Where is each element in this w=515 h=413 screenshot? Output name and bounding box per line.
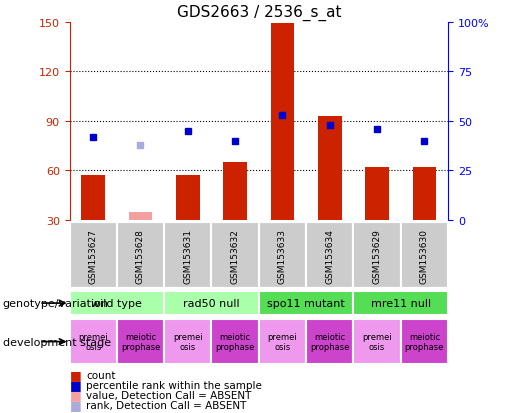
Bar (70, 291, 164, 316)
Bar (318, 117, 341, 221)
Bar (401, 319, 448, 365)
Text: meiotic
prophase: meiotic prophase (121, 332, 160, 351)
Text: GSM153632: GSM153632 (231, 228, 239, 283)
Text: premei
osis: premei osis (78, 332, 108, 351)
Bar (353, 319, 401, 365)
Text: meiotic
prophase: meiotic prophase (215, 332, 255, 351)
Bar (70, 223, 117, 289)
Text: premei
osis: premei osis (362, 332, 392, 351)
Bar (81, 176, 105, 221)
Text: development stage: development stage (3, 337, 111, 347)
Text: GSM153627: GSM153627 (89, 228, 98, 283)
Text: ■: ■ (70, 368, 81, 381)
Text: meiotic
prophase: meiotic prophase (310, 332, 350, 351)
Text: rad50 null: rad50 null (183, 298, 240, 309)
Bar (353, 291, 448, 316)
Text: GSM153630: GSM153630 (420, 228, 429, 283)
Text: spo11 mutant: spo11 mutant (267, 298, 345, 309)
Bar (259, 223, 306, 289)
Bar (259, 291, 353, 316)
Text: genotype/variation: genotype/variation (3, 298, 109, 309)
Text: value, Detection Call = ABSENT: value, Detection Call = ABSENT (86, 390, 251, 400)
Bar (401, 223, 448, 289)
Bar (259, 319, 306, 365)
Bar (164, 291, 259, 316)
Text: GSM153631: GSM153631 (183, 228, 192, 283)
Title: GDS2663 / 2536_s_at: GDS2663 / 2536_s_at (177, 5, 341, 21)
Bar (365, 168, 389, 221)
Text: ■: ■ (70, 378, 81, 391)
Text: GSM153634: GSM153634 (325, 228, 334, 283)
Text: rank, Detection Call = ABSENT: rank, Detection Call = ABSENT (86, 400, 246, 410)
Bar (270, 24, 294, 221)
Text: meiotic
prophase: meiotic prophase (405, 332, 444, 351)
Text: ■: ■ (70, 399, 81, 411)
Bar (306, 319, 353, 365)
Text: count: count (86, 370, 115, 380)
Bar (117, 319, 164, 365)
Bar (353, 223, 401, 289)
Bar (212, 319, 259, 365)
Text: GSM153633: GSM153633 (278, 228, 287, 283)
Bar (212, 223, 259, 289)
Text: mre11 null: mre11 null (371, 298, 431, 309)
Text: GSM153628: GSM153628 (136, 228, 145, 283)
Text: premei
osis: premei osis (268, 332, 297, 351)
Bar (164, 319, 212, 365)
Text: ■: ■ (70, 389, 81, 401)
Text: premei
osis: premei osis (173, 332, 203, 351)
Bar (176, 176, 200, 221)
Bar (164, 223, 212, 289)
Bar (224, 163, 247, 221)
Text: wild type: wild type (91, 298, 142, 309)
Bar (306, 223, 353, 289)
Text: percentile rank within the sample: percentile rank within the sample (86, 380, 262, 390)
Bar (413, 168, 436, 221)
Bar (117, 223, 164, 289)
Bar (70, 319, 117, 365)
Text: GSM153629: GSM153629 (372, 228, 382, 283)
Bar (129, 212, 152, 221)
